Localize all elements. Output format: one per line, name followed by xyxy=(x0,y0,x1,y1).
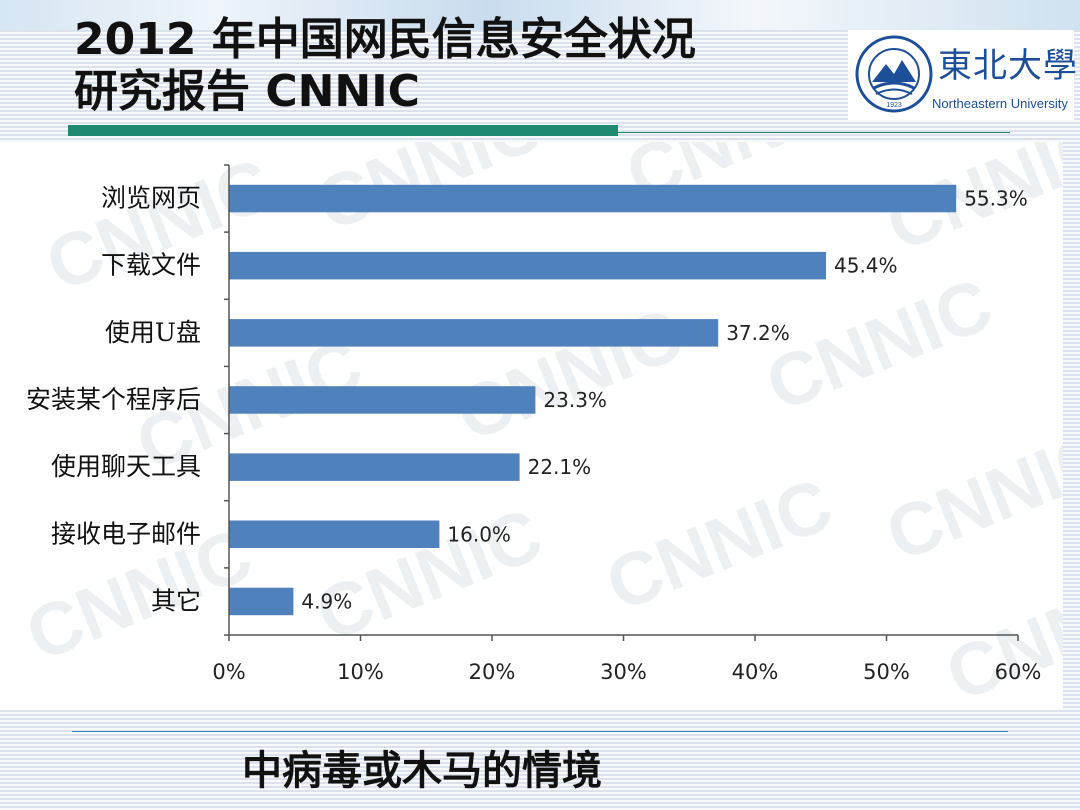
watermark-text: CNNIC xyxy=(595,462,843,627)
bar xyxy=(229,386,536,414)
watermark-text: CNNIC xyxy=(875,412,1063,577)
x-tick-label: 60% xyxy=(995,660,1042,684)
category-label: 其它 xyxy=(151,586,201,615)
bar xyxy=(229,251,826,280)
x-tick-label: 50% xyxy=(863,660,910,684)
category-label: 浏览网页 xyxy=(101,184,201,213)
category-label: 安装某个程序后 xyxy=(26,385,201,414)
bar-value-label: 23.3% xyxy=(543,388,607,412)
bar-value-label: 4.9% xyxy=(301,589,352,613)
slide-title-line-2: 研究报告 CNNIC xyxy=(74,66,420,117)
bar xyxy=(229,520,440,548)
watermark-text: CNNIC xyxy=(305,492,553,657)
category-label: 使用聊天工具 xyxy=(51,452,201,481)
university-logo: 1923 東北大學 Northeastern University xyxy=(848,30,1077,120)
bar xyxy=(229,319,719,347)
x-tick-label: 40% xyxy=(732,660,779,684)
watermark-text: CNNIC xyxy=(935,552,1063,710)
bar-value-label: 22.1% xyxy=(528,455,592,479)
category-label: 下载文件 xyxy=(101,251,201,280)
bar xyxy=(229,184,957,213)
bar xyxy=(229,453,520,481)
watermark-text: CNNIC xyxy=(445,292,693,457)
bars-layer: 55.3% 45.4% 37.2% 23.3% 22.1% 16.0% 4.9% xyxy=(229,184,1028,616)
x-tick-label: 30% xyxy=(600,660,647,684)
title-rule xyxy=(618,132,1010,133)
watermark-text: CNNIC xyxy=(755,262,1003,427)
slide-caption: 中病毒或木马的情境 xyxy=(242,748,602,794)
title-underline xyxy=(68,125,618,136)
university-seal-icon: 1923 xyxy=(855,35,933,113)
slide-title-line-1: 2012 年中国网民信息安全状况 xyxy=(74,14,696,65)
watermark-text: CNNIC xyxy=(35,142,283,307)
x-tick-label: 20% xyxy=(469,660,516,684)
slide-title: 2012 年中国网民信息安全状况 研究报告 CNNIC xyxy=(74,14,854,118)
bar-value-label: 37.2% xyxy=(726,321,790,345)
bar-value-label: 45.4% xyxy=(834,254,898,278)
logo-chinese-name: 東北大學 xyxy=(938,46,1078,86)
seal-year: 1923 xyxy=(886,102,902,109)
x-tick-label: 10% xyxy=(337,660,384,684)
bar xyxy=(229,587,294,616)
category-label: 接收电子邮件 xyxy=(51,519,201,548)
x-tick-label: 0% xyxy=(212,660,245,684)
bar-value-label: 16.0% xyxy=(447,522,511,546)
category-label: 使用U盘 xyxy=(105,318,201,347)
header-background xyxy=(0,0,1080,30)
caption-rule xyxy=(72,731,1008,732)
logo-english-name: Northeastern University xyxy=(932,96,1068,111)
chart-panel: CNNIC CNNIC CNNIC CNNIC CNNIC CNNIC CNNIC CNNIC… xyxy=(0,142,1063,710)
bar-value-label: 55.3% xyxy=(964,187,1028,211)
